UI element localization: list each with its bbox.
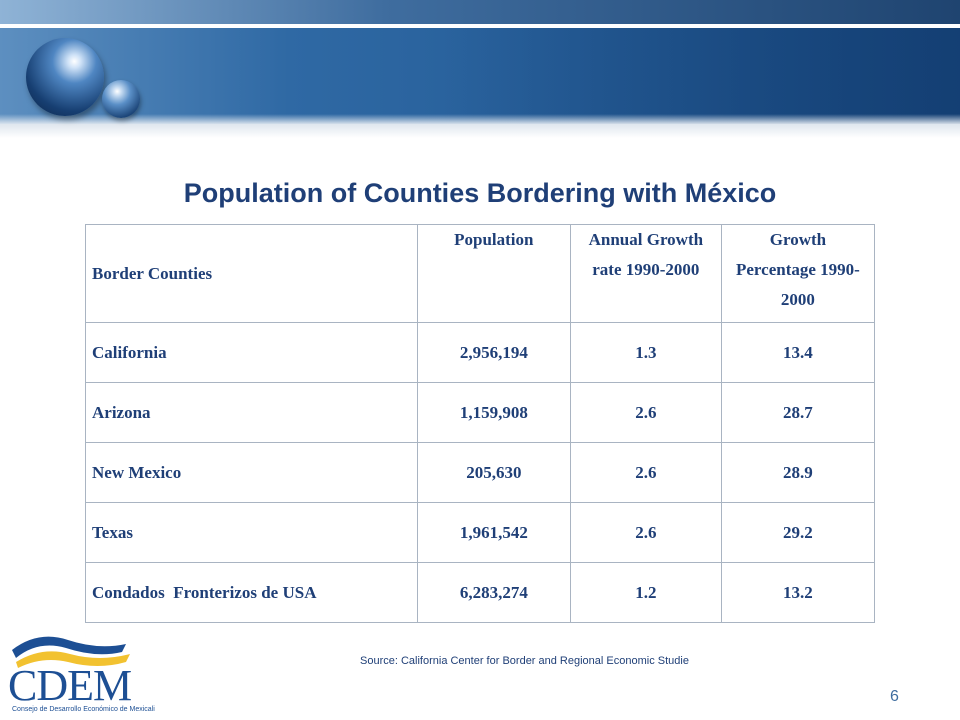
annual-growth-cell: 1.3 bbox=[569, 322, 722, 383]
header-banner bbox=[0, 28, 960, 124]
population-cell: 205,630 bbox=[416, 442, 571, 503]
population-cell: 1,961,542 bbox=[416, 502, 571, 563]
large-sphere-icon bbox=[26, 38, 104, 116]
growth-percentage-cell: 29.2 bbox=[720, 502, 876, 563]
growth-percentage-cell: 28.9 bbox=[720, 442, 876, 503]
county-cell: Condados Fronterizos de USA bbox=[85, 562, 418, 623]
header-border-counties: Border Counties bbox=[85, 224, 418, 323]
page-number: 6 bbox=[890, 688, 899, 705]
county-cell: Texas bbox=[85, 502, 418, 563]
population-table: Border Counties Population Annual Growth… bbox=[85, 224, 876, 623]
growth-percentage-cell: 13.4 bbox=[720, 322, 876, 383]
logo-blue-wave bbox=[12, 636, 126, 658]
annual-growth-cell: 2.6 bbox=[569, 442, 722, 503]
annual-growth-cell: 2.6 bbox=[569, 502, 722, 563]
header-population: Population bbox=[416, 224, 571, 323]
small-sphere-icon bbox=[102, 80, 140, 118]
table-header-row: Border Counties Population Annual Growth… bbox=[85, 224, 876, 323]
population-cell: 1,159,908 bbox=[416, 382, 571, 443]
population-cell: 2,956,194 bbox=[416, 322, 571, 383]
slide-title: Population of Counties Bordering with Mé… bbox=[183, 178, 777, 208]
banner-shade bbox=[440, 28, 960, 124]
source-note: Source: California Center for Border and… bbox=[360, 655, 689, 667]
county-cell: Arizona bbox=[85, 382, 418, 443]
banner-underline bbox=[0, 124, 960, 138]
header-growth-percentage: Growth Percentage 1990-2000 bbox=[720, 224, 876, 323]
annual-growth-cell: 2.6 bbox=[569, 382, 722, 443]
logo-subtitle: Consejo de Desarrollo Económico de Mexic… bbox=[12, 706, 155, 713]
logo-wordmark: CDEM bbox=[8, 661, 132, 710]
logo-yellow-wave bbox=[16, 651, 130, 668]
growth-percentage-cell: 13.2 bbox=[720, 562, 876, 623]
table-row: California 2,956,194 1.3 13.4 bbox=[85, 322, 876, 383]
table-row: New Mexico 205,630 2.6 28.9 bbox=[85, 442, 876, 503]
population-cell: 6,283,274 bbox=[416, 562, 571, 623]
county-cell: New Mexico bbox=[85, 442, 418, 503]
county-cell: California bbox=[85, 322, 418, 383]
table-row: Arizona 1,159,908 2.6 28.7 bbox=[85, 382, 876, 443]
annual-growth-cell: 1.2 bbox=[569, 562, 722, 623]
cdem-logo-icon bbox=[12, 636, 130, 668]
header-annual-growth: Annual Growth rate 1990-2000 bbox=[569, 224, 722, 323]
table-row: Texas 1,961,542 2.6 29.2 bbox=[85, 502, 876, 563]
table-row: Condados Fronterizos de USA 6,283,274 1.… bbox=[85, 562, 876, 623]
top-decorative-bar bbox=[0, 0, 960, 24]
growth-percentage-cell: 28.7 bbox=[720, 382, 876, 443]
